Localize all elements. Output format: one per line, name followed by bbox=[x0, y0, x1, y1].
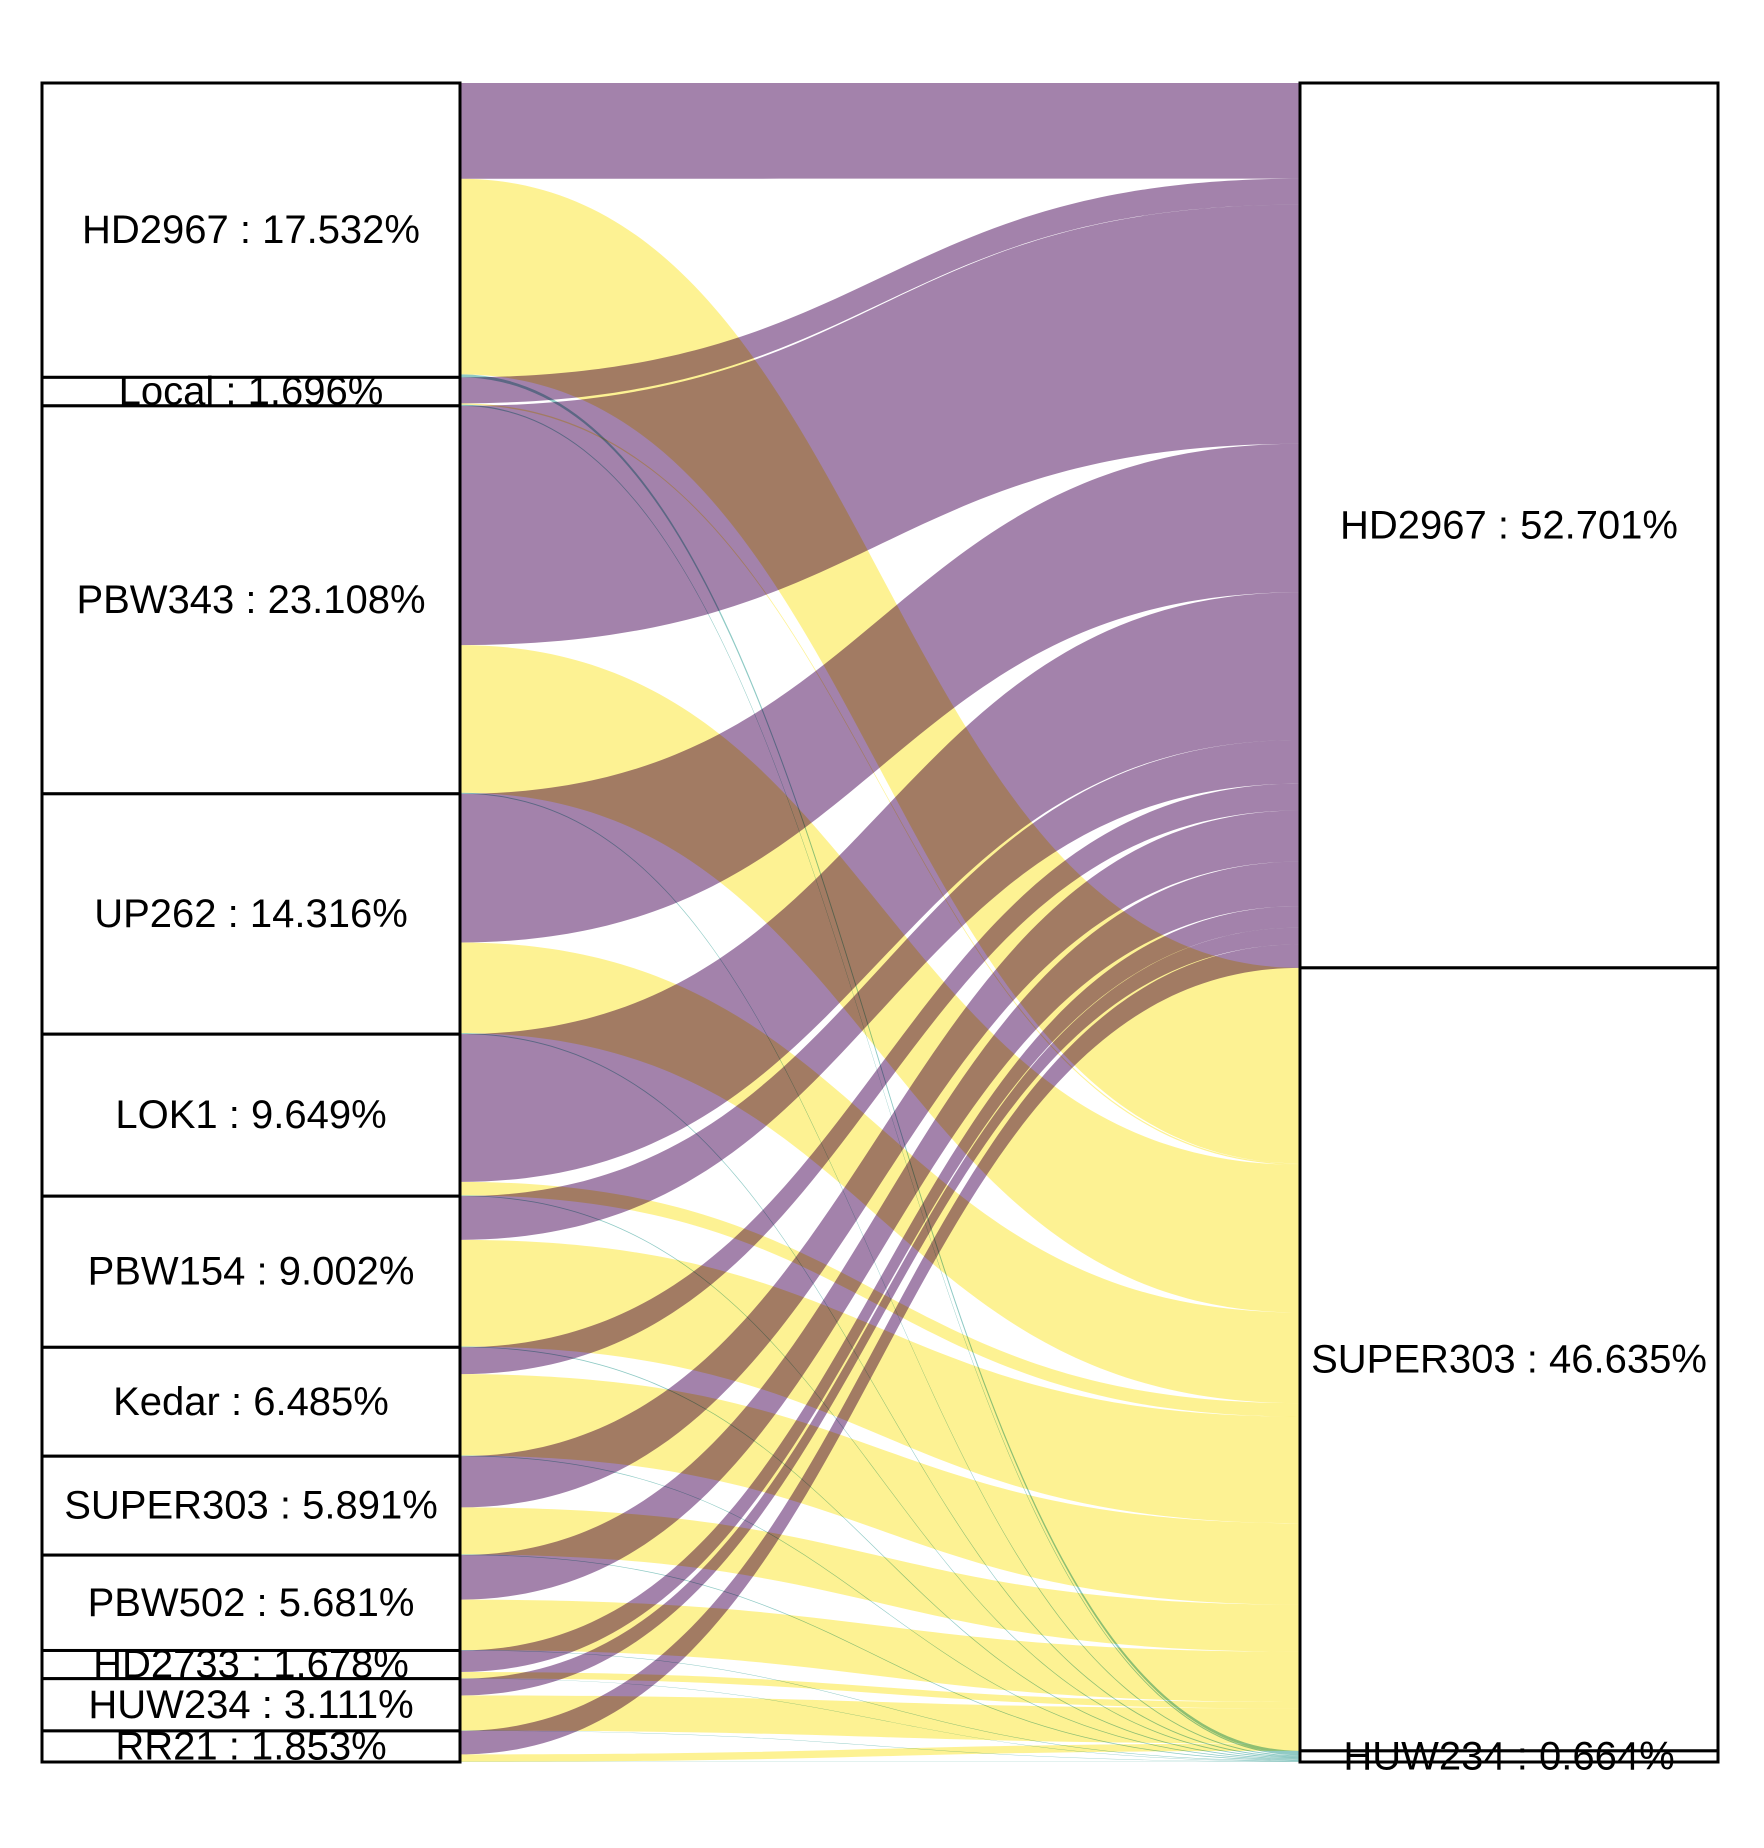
left-node-huw234: HUW234 : 3.111% bbox=[40, 1677, 462, 1733]
left-node-box-super303 bbox=[40, 1454, 462, 1557]
flow-local-to-huw234 bbox=[460, 404, 1300, 1756]
right-node-box-hd2967 bbox=[1298, 81, 1720, 970]
flow-lok1-to-super303 bbox=[460, 1181, 1300, 1417]
right-node-hd2967: HD2967 : 52.701% bbox=[1298, 81, 1720, 970]
right-node-label-super303: SUPER303 : 46.635% bbox=[1311, 1337, 1707, 1381]
flow-pbw154-to-huw234 bbox=[460, 1346, 1300, 1760]
sankey-flows bbox=[460, 83, 1300, 1762]
left-node-label-kedar: Kedar : 6.485% bbox=[113, 1380, 389, 1424]
left-node-label-huw234: HUW234 : 3.111% bbox=[88, 1683, 413, 1727]
flow-huw234-to-hd2967 bbox=[460, 927, 1300, 1696]
right-node-super303: SUPER303 : 46.635% bbox=[1298, 966, 1720, 1753]
flow-super303-to-super303 bbox=[460, 1507, 1300, 1652]
left-node-label-pbw502: PBW502 : 5.681% bbox=[88, 1581, 415, 1625]
left-node-hd2967: HD2967 : 17.532% bbox=[40, 81, 462, 379]
flow-up262-to-huw234 bbox=[460, 1033, 1300, 1758]
left-node-box-lok1 bbox=[40, 1032, 462, 1198]
flow-huw234-to-super303 bbox=[460, 1695, 1300, 1744]
flow-hd2967-to-huw234 bbox=[460, 374, 1300, 1755]
flow-kedar-to-huw234 bbox=[460, 1455, 1300, 1760]
left-node-label-hd2967: HD2967 : 17.532% bbox=[82, 208, 420, 252]
left-node-up262: UP262 : 14.316% bbox=[40, 792, 462, 1036]
flow-hd2733-to-huw234 bbox=[460, 1678, 1300, 1762]
flow-pbw154-to-super303 bbox=[460, 1239, 1300, 1524]
flow-local-to-super303 bbox=[460, 403, 1300, 1165]
left-node-box-local bbox=[40, 375, 462, 408]
flow-rr21-to-super303 bbox=[460, 1743, 1300, 1762]
left-node-pbw154: PBW154 : 9.002% bbox=[40, 1194, 462, 1349]
left-node-box-pbw154 bbox=[40, 1194, 462, 1349]
left-node-label-lok1: LOK1 : 9.649% bbox=[115, 1093, 386, 1137]
flow-hd2733-to-hd2967 bbox=[460, 906, 1300, 1672]
left-node-label-pbw343: PBW343 : 23.108% bbox=[76, 578, 425, 622]
flow-up262-to-super303 bbox=[460, 942, 1300, 1404]
left-node-box-pbw343 bbox=[40, 404, 462, 796]
flow-hd2733-to-super303 bbox=[460, 1671, 1300, 1709]
flow-pbw502-to-huw234 bbox=[460, 1649, 1300, 1762]
right-node-huw234: HUW234 : 0.664% bbox=[1298, 1734, 1720, 1778]
left-node-kedar: Kedar : 6.485% bbox=[40, 1345, 462, 1458]
left-node-lok1: LOK1 : 9.649% bbox=[40, 1032, 462, 1198]
flow-kedar-to-hd2967 bbox=[460, 783, 1300, 1375]
flow-local-to-hd2967 bbox=[460, 178, 1300, 404]
flow-pbw343-to-hd2967 bbox=[460, 204, 1300, 646]
left-node-box-rr21 bbox=[40, 1729, 462, 1764]
left-node-pbw502: PBW502 : 5.681% bbox=[40, 1553, 462, 1652]
right-node-box-super303 bbox=[1298, 966, 1720, 1753]
flow-super303-to-huw234 bbox=[460, 1554, 1300, 1761]
left-node-rr21: RR21 : 1.853% bbox=[40, 1724, 462, 1768]
left-node-label-up262: UP262 : 14.316% bbox=[94, 892, 408, 936]
left-node-label-pbw154: PBW154 : 9.002% bbox=[88, 1250, 415, 1294]
sankey-nodes: HD2967 : 17.532%Local : 1.696%PBW343 : 2… bbox=[40, 81, 1720, 1778]
flow-lok1-to-huw234 bbox=[460, 1195, 1300, 1759]
left-node-super303: SUPER303 : 5.891% bbox=[40, 1454, 462, 1557]
flow-pbw502-to-super303 bbox=[460, 1599, 1300, 1702]
left-node-label-super303: SUPER303 : 5.891% bbox=[64, 1484, 438, 1528]
left-node-pbw343: PBW343 : 23.108% bbox=[40, 404, 462, 796]
right-node-label-huw234: HUW234 : 0.664% bbox=[1343, 1734, 1674, 1778]
flow-huw234-to-huw234 bbox=[460, 1730, 1300, 1762]
flow-pbw343-to-super303 bbox=[460, 645, 1300, 1313]
right-node-label-hd2967: HD2967 : 52.701% bbox=[1340, 503, 1678, 547]
flow-kedar-to-super303 bbox=[460, 1374, 1300, 1605]
left-node-box-kedar bbox=[40, 1345, 462, 1458]
flow-pbw343-to-huw234 bbox=[460, 792, 1300, 1757]
right-node-box-huw234 bbox=[1298, 1749, 1720, 1764]
flow-hd2967-to-hd2967 bbox=[460, 83, 1300, 179]
left-node-box-hd2967 bbox=[40, 81, 462, 379]
flow-hd2967-to-super303 bbox=[460, 178, 1300, 1164]
left-node-label-rr21: RR21 : 1.853% bbox=[115, 1724, 386, 1768]
flow-pbw502-to-hd2967 bbox=[460, 861, 1300, 1600]
